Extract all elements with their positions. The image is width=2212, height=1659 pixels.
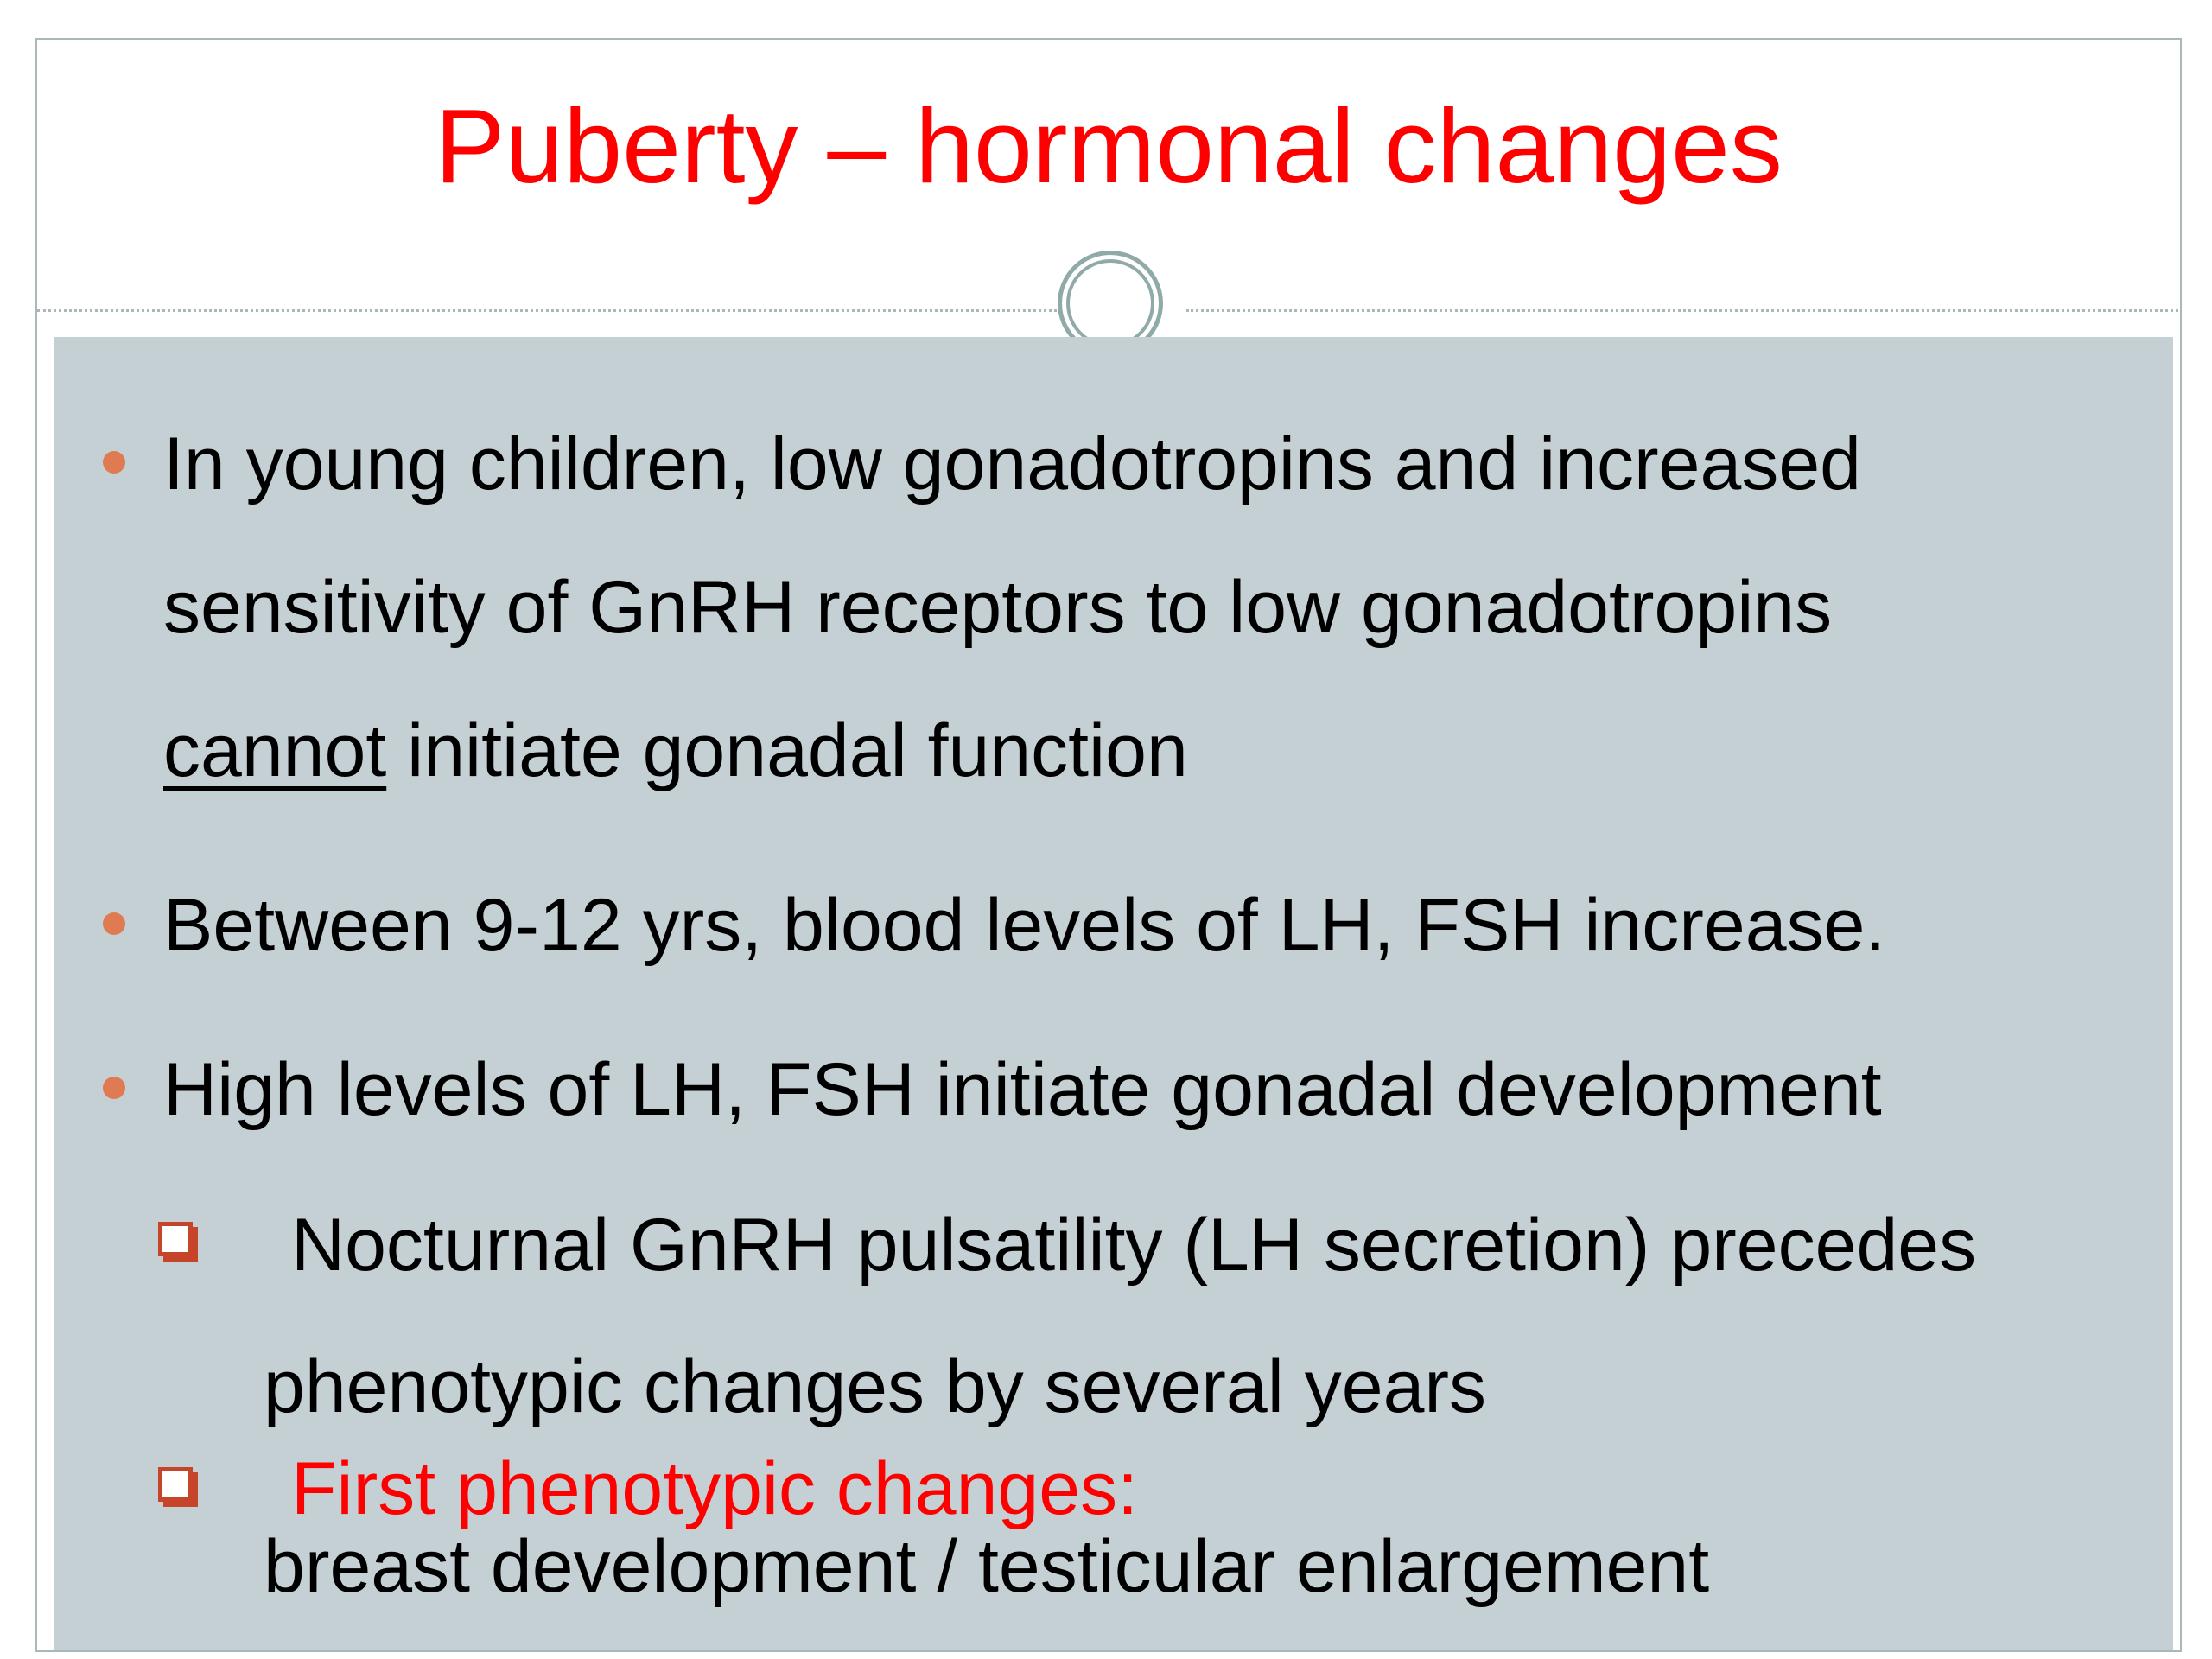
round-bullet-icon [103, 1077, 125, 1099]
bullet-3-text: High levels of LH, FSH initiate gonadal … [163, 1048, 1882, 1131]
round-bullet-icon [103, 912, 125, 935]
sub-bullet-2-line-1: First phenotypic changes: [291, 1447, 1138, 1530]
checkbox-bullet-icon [158, 1467, 193, 1502]
slide: Puberty – hormonal changes In young chil… [35, 38, 2182, 1652]
bullet-item-3: High levels of LH, FSH initiate gonadal … [103, 1018, 2116, 1161]
content-body: In young children, low gonadotropins and… [54, 337, 2173, 1650]
content-panel: In young children, low gonadotropins and… [54, 337, 2173, 1650]
sub-bullet-1-line-2: phenotypic changes by several years [264, 1345, 1487, 1428]
sub-bullet-1-line-1: Nocturnal GnRH pulsatility (LH secretion… [291, 1204, 1977, 1287]
round-bullet-icon [103, 451, 125, 474]
sub-bullet-2-line-2: breast development / testicular enlargem… [264, 1525, 1710, 1608]
checkbox-bullet-icon [158, 1222, 193, 1256]
divider-left [37, 309, 1057, 312]
slide-title: Puberty – hormonal changes [435, 87, 1783, 205]
divider-right [1186, 309, 2180, 312]
sub-bullet-item-2: First phenotypic changes: breast develop… [158, 1441, 2145, 1614]
bullet-1-line-1: In young children, low gonadotropins and… [163, 423, 1861, 505]
sub-bullet-item-1: Nocturnal GnRH pulsatility (LH secretion… [158, 1173, 2145, 1459]
bullet-2-text: Between 9-12 yrs, blood levels of LH, FS… [163, 884, 1886, 967]
bullet-1-line-3: cannot initiate gonadal function [163, 679, 2116, 823]
bullet-1-line-2: sensitivity of GnRH receptors to low gon… [163, 566, 1833, 649]
underlined-word: cannot [163, 709, 387, 792]
bullet-item-1: In young children, low gonadotropins and… [103, 392, 2116, 823]
bullet-1-tail: initiate gonadal function [386, 709, 1188, 792]
bullet-item-2: Between 9-12 yrs, blood levels of LH, FS… [103, 854, 2116, 997]
